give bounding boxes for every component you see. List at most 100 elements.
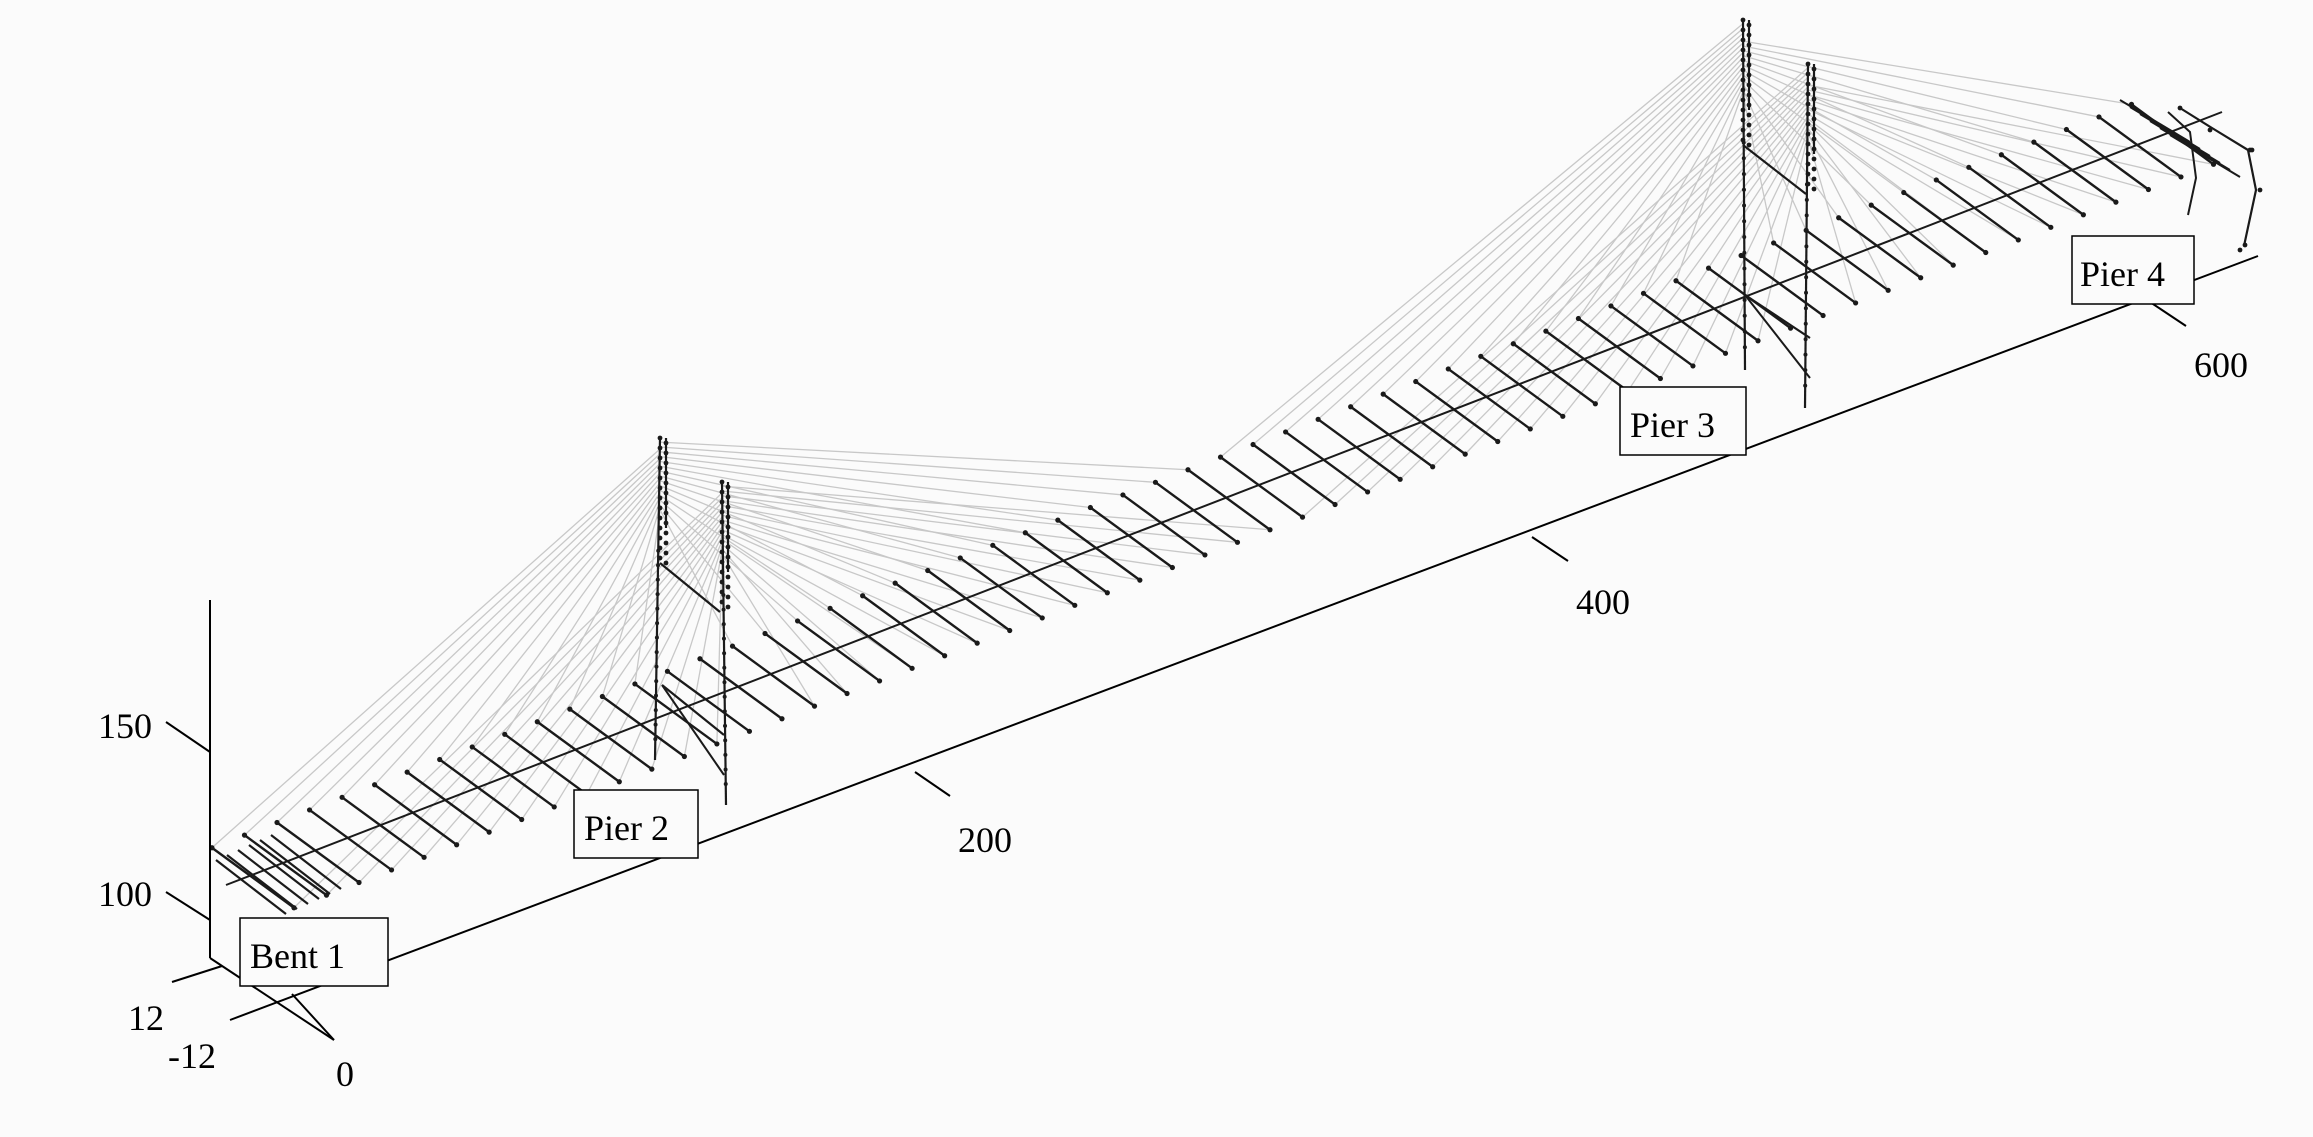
- tower-node: [663, 540, 669, 546]
- tower-deck-strut: [1744, 294, 1811, 339]
- x-tick-200: [914, 771, 951, 797]
- stay-cable: [488, 521, 723, 833]
- beam-node: [1283, 429, 1289, 435]
- stay-cable: [721, 495, 1206, 556]
- tower-node: [1804, 244, 1809, 249]
- cross-beam: [1772, 241, 1857, 304]
- stay-cable: [721, 485, 1271, 531]
- stay-cable: [659, 451, 1123, 496]
- cross-beam: [634, 682, 718, 745]
- tower-node: [1805, 171, 1811, 177]
- tower-node: [1804, 275, 1809, 280]
- beam-node: [1348, 404, 1354, 410]
- pylon-towers: [653, 17, 1817, 806]
- beam-node: [2096, 114, 2102, 120]
- beam-node: [1657, 375, 1664, 382]
- beam-node: [1868, 202, 1874, 208]
- stay-cable: [1807, 133, 1889, 291]
- tower-node: [1746, 72, 1752, 78]
- cross-beam: [731, 645, 816, 708]
- tower-node: [663, 500, 669, 506]
- beam-node: [1901, 189, 1907, 196]
- tower-node: [719, 579, 725, 585]
- tower-node: [663, 560, 669, 566]
- tower-node: [655, 621, 660, 626]
- beam-node: [1478, 353, 1484, 359]
- stay-cable: [211, 448, 661, 849]
- stay-cable: [721, 490, 1238, 543]
- stay-cable: [721, 529, 978, 644]
- stay-cable: [1757, 135, 1809, 341]
- stay-cable: [504, 492, 661, 735]
- support-label-text: Bent 1: [250, 936, 345, 976]
- cross-beam: [1024, 531, 1109, 594]
- tower-node: [725, 534, 731, 540]
- beam-node: [1592, 401, 1598, 407]
- stay-cable: [471, 487, 661, 748]
- cross-beam: [829, 607, 913, 670]
- tower-node: [653, 722, 658, 727]
- beam-node: [632, 681, 638, 687]
- cross-beam: [1284, 430, 1369, 493]
- tower-node: [657, 525, 663, 531]
- tower-node: [1804, 228, 1809, 233]
- tower-node: [1811, 146, 1817, 152]
- cross-beam: [406, 771, 490, 834]
- end-cross-beam: [237, 849, 309, 905]
- axes: 0 200 400 600 12 -12 150 100: [98, 255, 2259, 1094]
- stay-cable: [358, 502, 723, 883]
- cross-beam: [796, 619, 881, 682]
- tower-node: [1805, 131, 1811, 137]
- deck-girder: [225, 111, 2223, 886]
- stay-cable: [1807, 138, 1857, 304]
- beam-node: [567, 706, 573, 712]
- end-cross-beam: [270, 834, 342, 890]
- tower-node: [1805, 71, 1811, 77]
- tower-node: [1811, 96, 1817, 102]
- tower-node: [1811, 86, 1817, 92]
- beam-node: [1771, 240, 1777, 246]
- beam-node: [2048, 224, 2054, 230]
- tower-node: [719, 549, 725, 555]
- tower-node: [719, 509, 725, 515]
- beam-node: [1836, 215, 1842, 221]
- stay-cable: [1742, 45, 2100, 118]
- tower-node: [723, 723, 728, 728]
- cross-beam: [2065, 128, 2150, 191]
- tower-node: [663, 450, 669, 456]
- tower-node: [1805, 161, 1811, 167]
- tower-node: [1742, 282, 1747, 287]
- tower-node: [725, 484, 731, 490]
- tower-node: [719, 489, 725, 495]
- stay-cable: [601, 506, 661, 697]
- tower-node: [722, 665, 727, 670]
- tower-node: [1746, 102, 1752, 108]
- end-cross-beam: [248, 844, 320, 900]
- stay-cable: [326, 497, 723, 896]
- beam-node: [1332, 501, 1338, 508]
- stay-cable: [1742, 89, 1807, 231]
- y-tick-label-12: 12: [128, 998, 164, 1038]
- tower-node: [1742, 345, 1747, 350]
- beam-node: [534, 719, 540, 725]
- stay-cable: [276, 458, 661, 823]
- tower-node: [655, 577, 660, 582]
- tower-node: [1746, 142, 1752, 148]
- beam-node: [2178, 174, 2184, 180]
- cross-beam: [1382, 393, 1466, 456]
- tower-node: [1805, 151, 1811, 157]
- stay-cable: [721, 519, 1043, 619]
- tower-node: [725, 504, 731, 510]
- tower-node: [657, 475, 663, 481]
- beam-node: [1430, 464, 1436, 470]
- x-tick-label-200: 200: [958, 820, 1012, 860]
- tower-node: [1741, 187, 1746, 192]
- tower-node: [1746, 32, 1752, 38]
- beam-node: [811, 703, 818, 709]
- tower-node: [1740, 67, 1746, 73]
- stay-cable: [1659, 120, 1809, 379]
- end-frame-node: [2207, 127, 2213, 133]
- beam-node: [1365, 489, 1371, 495]
- stay-cable: [1807, 113, 2019, 241]
